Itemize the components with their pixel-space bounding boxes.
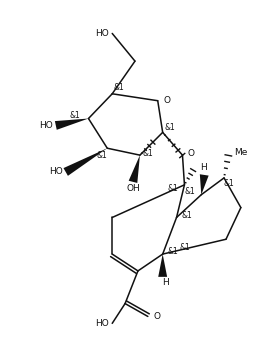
Text: &1: &1: [164, 123, 175, 132]
Polygon shape: [200, 174, 209, 195]
Text: H: H: [162, 278, 169, 287]
Text: H: H: [200, 162, 207, 172]
Text: &1: &1: [181, 211, 192, 220]
Text: O: O: [153, 312, 160, 321]
Text: O: O: [163, 96, 170, 105]
Text: HO: HO: [95, 29, 109, 38]
Text: &1: &1: [224, 179, 234, 188]
Polygon shape: [55, 119, 89, 130]
Text: &1: &1: [167, 247, 178, 256]
Text: Me: Me: [234, 148, 247, 157]
Polygon shape: [158, 254, 167, 277]
Text: &1: &1: [184, 187, 195, 196]
Polygon shape: [64, 148, 107, 176]
Text: &1: &1: [143, 149, 153, 158]
Text: O: O: [188, 149, 195, 158]
Text: &1: &1: [167, 184, 178, 193]
Text: &1: &1: [179, 243, 190, 252]
Text: HO: HO: [49, 167, 63, 177]
Text: OH: OH: [126, 184, 140, 193]
Text: HO: HO: [39, 121, 53, 130]
Polygon shape: [129, 155, 140, 183]
Text: &1: &1: [69, 111, 80, 120]
Text: &1: &1: [97, 151, 108, 160]
Text: HO: HO: [95, 319, 109, 328]
Text: &1: &1: [114, 83, 125, 92]
